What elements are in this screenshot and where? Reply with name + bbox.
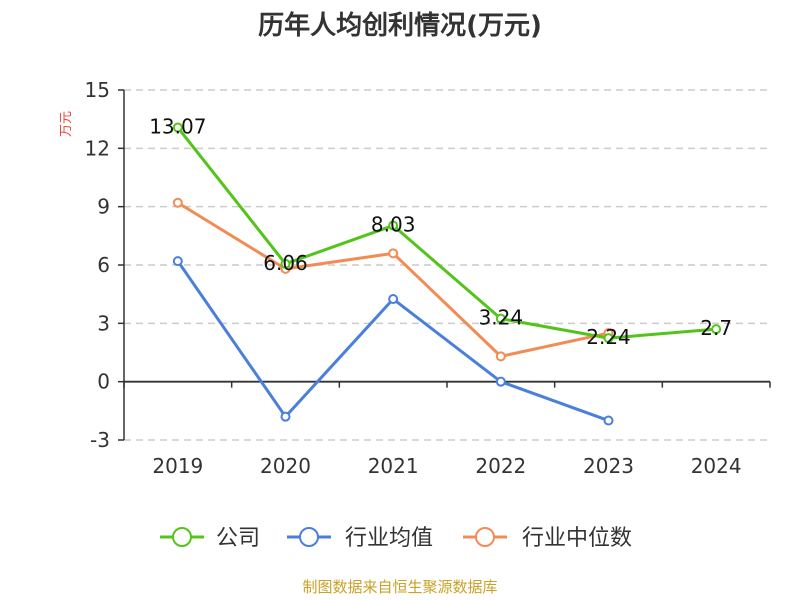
x-tick-label: 2024 xyxy=(691,454,742,478)
legend-item[interactable]: 行业中位数 xyxy=(463,526,632,551)
data-point[interactable] xyxy=(172,197,183,208)
series-line xyxy=(176,260,610,422)
axes: -3 0 3 6 9 12 15 2019 2020 2021 2022 2023 2024 xyxy=(85,78,771,478)
legend-label: 行业均值 xyxy=(345,526,433,551)
y-tick-label: 0 xyxy=(97,370,110,394)
data-point[interactable] xyxy=(388,294,399,305)
data-point[interactable] xyxy=(388,220,399,231)
legend-marker-icon xyxy=(172,527,192,547)
legend-label: 公司 xyxy=(216,526,260,551)
x-tick-label: 2021 xyxy=(368,454,419,478)
data-point[interactable] xyxy=(495,351,506,362)
data-point[interactable] xyxy=(603,333,614,344)
data-labels: 13.07 6.06 8.03 3.24 2.24 2.7 xyxy=(149,115,732,350)
data-point[interactable] xyxy=(603,415,614,426)
legend-label: 行业中位数 xyxy=(522,526,632,551)
legend-item[interactable]: 行业均值 xyxy=(287,526,433,551)
y-axis-label: 万元 xyxy=(59,111,74,137)
data-point[interactable] xyxy=(172,122,183,133)
data-point[interactable] xyxy=(711,324,722,335)
legend-marker-icon xyxy=(299,527,319,547)
x-tick-label: 2022 xyxy=(475,454,526,478)
data-label: 2.7 xyxy=(700,316,732,340)
data-point[interactable] xyxy=(495,313,506,324)
x-tick-label: 2019 xyxy=(152,454,203,478)
data-label: 8.03 xyxy=(371,213,416,237)
series-group xyxy=(172,122,722,426)
data-point[interactable] xyxy=(280,258,291,269)
data-point[interactable] xyxy=(172,256,183,267)
data-point[interactable] xyxy=(495,376,506,387)
series-line xyxy=(176,126,717,340)
data-label: 6.06 xyxy=(263,251,308,275)
y-tick-label: 12 xyxy=(85,136,110,160)
y-tick-label: 3 xyxy=(97,311,110,335)
y-tick-label: 9 xyxy=(97,195,110,219)
data-label: 2.24 xyxy=(586,325,631,349)
y-tick-label: 6 xyxy=(97,253,110,277)
y-tick-label: 15 xyxy=(85,78,110,102)
x-tick-label: 2023 xyxy=(583,454,634,478)
legend[interactable]: 公司 行业均值 行业中位数 xyxy=(160,526,632,551)
data-label: 3.24 xyxy=(479,306,524,330)
chart-title: 历年人均创利情况(万元) xyxy=(258,10,542,41)
data-point[interactable] xyxy=(280,411,291,422)
data-point[interactable] xyxy=(388,248,399,259)
y-tick-label: -3 xyxy=(90,428,110,452)
legend-item[interactable]: 公司 xyxy=(160,526,260,551)
source-note: 制图数据来自恒生聚源数据库 xyxy=(302,578,497,596)
x-tick-label: 2020 xyxy=(260,454,311,478)
legend-marker-icon xyxy=(475,527,495,547)
data-label: 13.07 xyxy=(149,115,206,139)
